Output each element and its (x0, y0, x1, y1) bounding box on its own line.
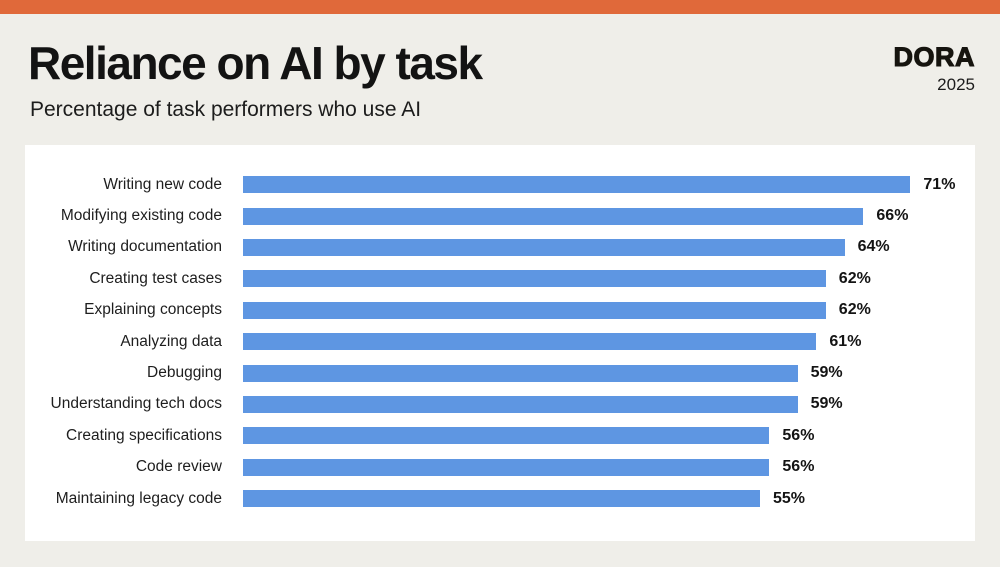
chart-rows: Writing new code 71% Modifying existing co… (25, 169, 975, 514)
bar-row: Understanding tech docs 59% (25, 389, 975, 420)
category-label: Analyzing data (120, 332, 222, 350)
bar (243, 333, 817, 351)
bar (243, 395, 798, 413)
bar (243, 176, 911, 194)
bar (243, 301, 826, 319)
page-title: Reliance on AI by task (28, 37, 483, 89)
category-label: Writing new code (103, 175, 222, 193)
bar-row: Writing documentation 64% (25, 232, 975, 263)
category-label: Modifying existing code (60, 207, 222, 225)
value-label: 62% (838, 301, 871, 319)
bar-row: Modifying existing code 66% (25, 200, 975, 231)
category-label: Writing documentation (68, 238, 222, 256)
page-subtitle: Percentage of task performers who use AI (30, 97, 422, 121)
logo-year: 2025 (937, 75, 975, 94)
bar-row: Maintaining legacy code 55% (25, 483, 975, 514)
bar-row: Creating specifications 56% (25, 420, 975, 451)
bar-row: Writing new code 71% (25, 169, 975, 200)
category-label: Debugging (147, 364, 222, 382)
top-accent-bar (0, 0, 1000, 14)
chart-panel: Writing new code 71% Modifying existing co… (25, 145, 975, 541)
bar (243, 427, 770, 445)
value-label: 55% (773, 489, 806, 507)
category-label: Maintaining legacy code (55, 489, 222, 507)
category-label: Creating test cases (89, 269, 222, 287)
bar (243, 458, 770, 476)
value-label: 59% (810, 364, 843, 382)
bar-row: Creating test cases 62% (25, 263, 975, 294)
bar-row: Debugging 59% (25, 357, 975, 388)
value-label: 71% (923, 175, 956, 193)
bar (243, 490, 760, 508)
value-label: 64% (857, 238, 890, 256)
header: Reliance on AI by task Percentage of tas… (28, 38, 975, 122)
category-label: Code review (135, 458, 222, 476)
category-label: Creating specifications (66, 426, 222, 444)
value-label: 62% (838, 269, 871, 287)
value-label: 56% (782, 458, 815, 476)
category-label: Understanding tech docs (50, 395, 222, 413)
logo-block: DORA 2025 (893, 41, 975, 95)
bar-row: Explaining concepts 62% (25, 295, 975, 326)
value-label: 66% (876, 207, 909, 225)
bar (243, 270, 826, 288)
value-label: 56% (782, 426, 815, 444)
dora-logo: DORA (893, 41, 975, 72)
bar-row: Code review 56% (25, 452, 975, 483)
value-label: 59% (810, 395, 843, 413)
value-label: 61% (829, 332, 862, 350)
bar (243, 364, 798, 382)
bar (243, 207, 864, 225)
bar-row: Analyzing data 61% (25, 326, 975, 357)
category-label: Explaining concepts (84, 301, 222, 319)
bar (243, 238, 845, 256)
